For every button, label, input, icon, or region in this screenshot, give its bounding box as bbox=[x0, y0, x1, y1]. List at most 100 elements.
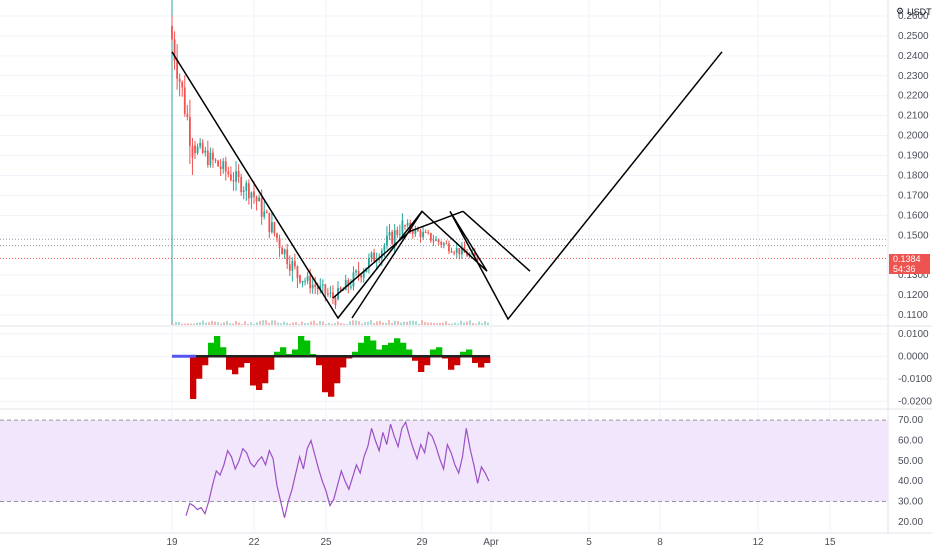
candle-body bbox=[355, 270, 357, 273]
volume-bar bbox=[313, 320, 315, 325]
volume-bar bbox=[280, 323, 282, 325]
candle-body bbox=[291, 261, 294, 271]
price-tick-label: 0.2200 bbox=[898, 91, 929, 102]
candle-body bbox=[311, 284, 314, 289]
candle-body bbox=[255, 196, 258, 202]
candle-body bbox=[368, 258, 370, 268]
macd-histogram-bar bbox=[220, 347, 227, 357]
volume-bar bbox=[262, 320, 264, 325]
candle-body bbox=[458, 248, 461, 255]
candle-body bbox=[183, 87, 186, 114]
date-tick-label: 5 bbox=[586, 537, 592, 548]
candle-body bbox=[186, 113, 189, 118]
macd-histogram-bar bbox=[376, 349, 383, 357]
candle-body bbox=[360, 274, 363, 278]
candle-body bbox=[173, 39, 176, 61]
macd-histogram-bar bbox=[358, 342, 365, 357]
candle-body bbox=[253, 191, 255, 197]
volume-bar bbox=[445, 321, 447, 325]
macd-histogram-bar bbox=[232, 356, 239, 375]
macd-histogram-bar bbox=[280, 347, 287, 357]
volume-bar bbox=[181, 323, 183, 325]
volume-bar bbox=[484, 321, 486, 325]
candle-body bbox=[217, 160, 219, 167]
candle-body bbox=[260, 197, 263, 217]
volume-bar bbox=[367, 321, 369, 325]
volume-bar bbox=[463, 322, 465, 325]
price-tick-label: 0.1200 bbox=[898, 290, 929, 301]
rsi-line bbox=[185, 420, 490, 518]
candle-body bbox=[326, 293, 329, 295]
rsi-pane[interactable] bbox=[0, 419, 888, 518]
candle-body bbox=[227, 171, 230, 175]
candle-body bbox=[288, 264, 291, 271]
candle-body bbox=[176, 60, 179, 79]
price-tick-label: 0.2600 bbox=[898, 11, 929, 22]
volume-bar bbox=[400, 322, 402, 325]
price-axis[interactable]: 0.2600 0.2500 0.2400 0.2300 0.2200 0.2100 0.20… bbox=[898, 11, 932, 528]
volume-bar bbox=[292, 322, 294, 325]
candle-body bbox=[242, 190, 245, 192]
volume-bar bbox=[391, 322, 393, 325]
macd-histogram-bar bbox=[250, 356, 257, 386]
volume-bar bbox=[298, 323, 300, 325]
channel-line bbox=[462, 210, 531, 272]
candle-body bbox=[347, 279, 350, 287]
volume-bar bbox=[358, 321, 360, 325]
volume-bar bbox=[394, 320, 396, 325]
macd-histogram-bar bbox=[202, 356, 209, 366]
price-pane[interactable] bbox=[0, 0, 888, 325]
volume-bar bbox=[229, 323, 231, 325]
candle-body bbox=[411, 230, 414, 234]
volume-bar bbox=[235, 320, 237, 325]
volume-bar bbox=[430, 322, 432, 325]
volume-bar bbox=[250, 322, 252, 325]
channel-line bbox=[332, 230, 411, 299]
candle-body bbox=[250, 192, 253, 199]
price-tick-label: 0.1600 bbox=[898, 210, 929, 221]
candle-body bbox=[357, 270, 360, 275]
candle-body bbox=[378, 258, 381, 260]
candle-body bbox=[188, 117, 191, 147]
candle-body bbox=[283, 249, 286, 255]
candle-body bbox=[398, 233, 401, 235]
time-axis[interactable]: 19 22 25 29 Apr 5 8 12 15 bbox=[166, 537, 836, 548]
volume-bar bbox=[475, 323, 477, 325]
candle-body bbox=[453, 252, 456, 254]
macd-pane[interactable] bbox=[172, 336, 491, 399]
macd-histogram-bar bbox=[334, 356, 341, 384]
volume-bar bbox=[211, 320, 213, 325]
volume-bar bbox=[397, 320, 399, 325]
volume-bar bbox=[436, 323, 438, 325]
candle-body bbox=[268, 212, 271, 233]
candle-body bbox=[473, 252, 476, 257]
candle-body bbox=[316, 286, 319, 290]
currency-label[interactable]: ⚙ USDT bbox=[896, 6, 932, 17]
volume-bar bbox=[424, 322, 426, 325]
volume-bar bbox=[172, 323, 174, 325]
candle-body bbox=[386, 235, 388, 246]
volume-bar bbox=[346, 323, 348, 325]
volume-bar bbox=[259, 320, 261, 325]
macd-histogram-bar bbox=[322, 356, 329, 393]
candle-body bbox=[265, 211, 268, 213]
volume-bar bbox=[388, 320, 390, 325]
candle-body bbox=[427, 232, 430, 234]
volume-bar bbox=[322, 321, 324, 325]
candle-body bbox=[324, 284, 327, 294]
candle-body bbox=[396, 230, 399, 235]
volume-bar bbox=[418, 323, 420, 325]
sliders-icon[interactable]: ⚙ bbox=[896, 6, 905, 16]
candle-body bbox=[419, 231, 422, 238]
candle-body bbox=[258, 197, 261, 202]
macd-histogram-bar bbox=[190, 356, 197, 399]
candle-body bbox=[219, 166, 222, 170]
volume-bar bbox=[301, 321, 303, 325]
volume-bar bbox=[316, 323, 318, 325]
candle-body bbox=[321, 284, 324, 286]
volume-bar bbox=[289, 323, 291, 325]
macd-histogram-bar bbox=[292, 349, 299, 357]
candle-body bbox=[247, 183, 250, 199]
volume-bar bbox=[376, 321, 378, 325]
